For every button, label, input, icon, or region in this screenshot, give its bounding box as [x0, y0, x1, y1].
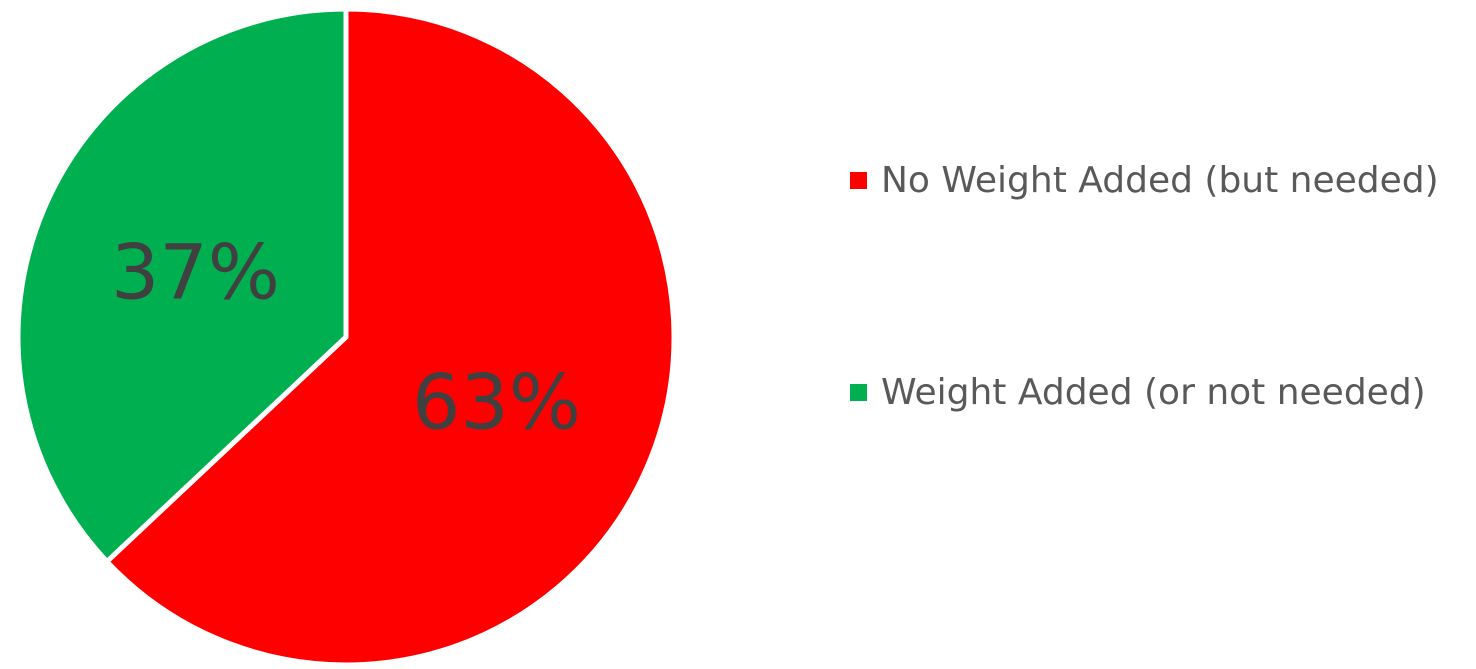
legend-label: Weight Added (or not needed) — [881, 371, 1426, 413]
legend-label: No Weight Added (but needed) — [881, 159, 1439, 201]
legend: No Weight Added (but needed) Weight Adde… — [850, 150, 1439, 422]
legend-item-no-weight-added: No Weight Added (but needed) — [850, 150, 1439, 210]
legend-swatch-green — [850, 383, 867, 401]
slice-data-label: 37% — [111, 227, 280, 316]
pie-slice — [15, 6, 349, 565]
slice-data-label: 63% — [412, 358, 581, 447]
pie-slice — [104, 6, 677, 668]
legend-swatch-red — [850, 171, 867, 189]
legend-item-weight-added: Weight Added (or not needed) — [850, 362, 1439, 422]
